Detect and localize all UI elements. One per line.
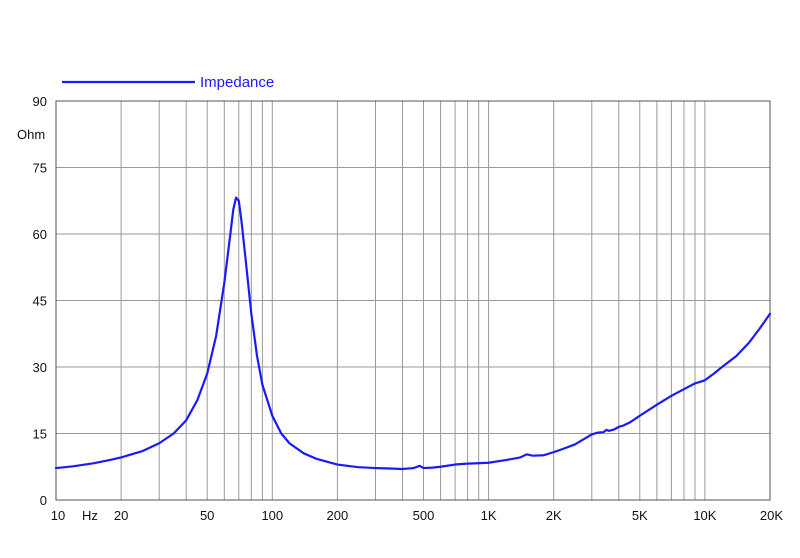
x-tick-label: 20 [114, 508, 128, 523]
y-tick-label: 45 [33, 294, 47, 309]
y-tick-label: 75 [33, 161, 47, 176]
impedance-curve [54, 196, 772, 471]
plot-frame [55, 100, 771, 501]
y-tick-label: 0 [40, 493, 47, 508]
grid-lines [56, 101, 770, 500]
x-tick-label: 20K [760, 508, 783, 523]
y-tick-label: 30 [33, 360, 47, 375]
x-tick-label: 2K [546, 508, 562, 523]
y-tick-label: 15 [33, 427, 47, 442]
x-axis-tick-labels: 10 20 50 100 200 500 1K 2K 5K 10K 20K [51, 508, 784, 523]
y-axis-label: Ohm [17, 127, 45, 142]
x-tick-label: 500 [413, 508, 435, 523]
y-axis-tick-labels: 0 15 30 45 60 75 90 [33, 94, 47, 508]
x-tick-label: 100 [261, 508, 283, 523]
y-tick-label: 90 [33, 94, 47, 109]
y-tick-label: 60 [33, 227, 47, 242]
x-tick-label: 1K [481, 508, 497, 523]
x-tick-label: 200 [327, 508, 349, 523]
x-tick-label: 50 [200, 508, 214, 523]
x-tick-label: 10 [51, 508, 65, 523]
legend-label-impedance: Impedance [200, 74, 274, 91]
x-tick-label: 5K [632, 508, 648, 523]
x-axis-label: Hz [82, 508, 98, 523]
legend: Impedance [62, 74, 274, 91]
x-tick-label: 10K [693, 508, 716, 523]
